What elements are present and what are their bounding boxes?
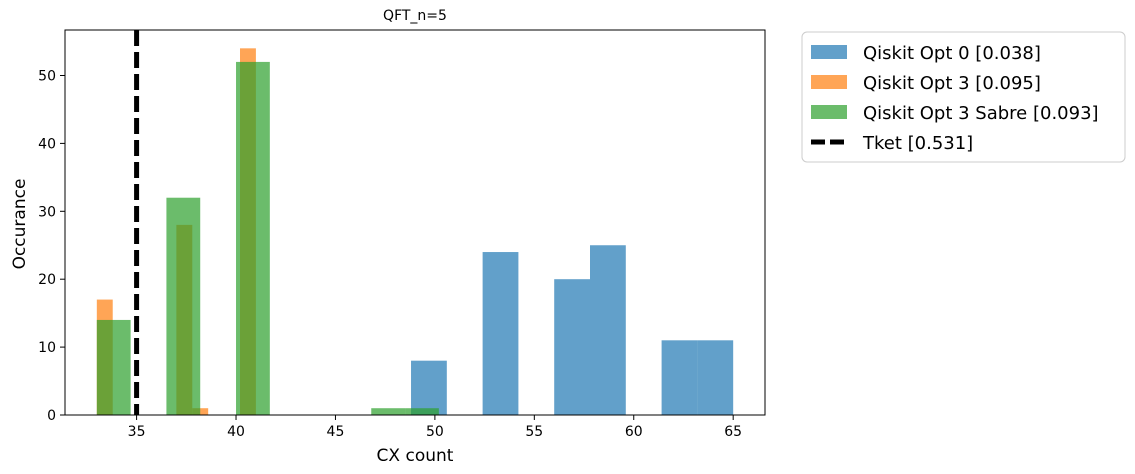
bar-series-2-bin-2 (236, 61, 270, 416)
plot-area: 35 40 45 50 55 60 65 0 10 20 30 40 50 (38, 29, 766, 440)
y-tick-label-5: 50 (38, 68, 56, 84)
bar-series-0-bin-1 (482, 252, 519, 415)
legend-label-2: Qiskit Opt 3 Sabre [0.093] (863, 103, 1099, 124)
bar-series-2-bin-3 (371, 408, 406, 415)
bar-series-0-bin-3 (590, 245, 626, 415)
axes-frame (64, 29, 766, 416)
y-tick-label-1: 10 (38, 340, 56, 356)
legend-swatch-0 (811, 45, 847, 59)
legend-label-vline-0: Tket [0.531] (862, 133, 973, 154)
x-tick-label-6: 65 (724, 424, 742, 440)
legend-label-1: Qiskit Opt 3 [0.095] (863, 73, 1041, 94)
y-axis-label: Occurance (10, 179, 30, 270)
bar-series-0-bin-0 (411, 360, 447, 415)
y-tick-label-3: 30 (38, 204, 56, 220)
legend-swatch-1 (811, 75, 847, 89)
bar-series-0-bin-5 (697, 340, 734, 415)
x-tick-label-3: 50 (426, 424, 444, 440)
bar-series-0-bin-4 (661, 340, 698, 415)
bar-series-2-bin-4 (405, 408, 439, 415)
legend-box (801, 31, 1126, 163)
bar-series-2-bin-0 (96, 319, 131, 415)
bar-series-0-bin-2 (554, 279, 590, 415)
x-tick-label-4: 55 (525, 424, 543, 440)
chart-title: QFT_n=5 (383, 8, 447, 24)
x-tick-label-5: 60 (625, 424, 643, 440)
bar-series-2-bin-1 (166, 197, 201, 415)
y-tick-label-2: 20 (38, 272, 56, 288)
x-tick-label-1: 40 (227, 424, 245, 440)
legend-swatch-2 (811, 105, 847, 119)
y-tick-label-0: 0 (47, 408, 56, 424)
y-tick-label-4: 40 (38, 136, 56, 152)
x-tick-label-2: 45 (327, 424, 345, 440)
x-axis-label: CX count (377, 446, 454, 466)
x-tick-label-0: 35 (128, 424, 146, 440)
legend-label-0: Qiskit Opt 0 [0.038] (863, 43, 1041, 64)
legend: Qiskit Opt 0 [0.038] Qiskit Opt 3 [0.095]… (801, 31, 1126, 163)
